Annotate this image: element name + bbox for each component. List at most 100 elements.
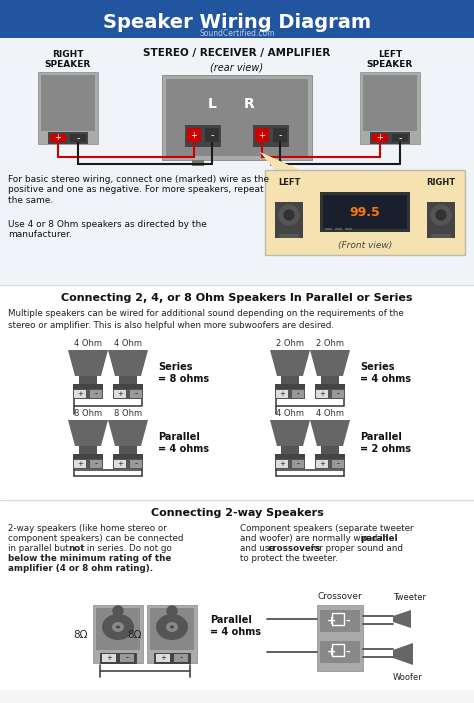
Bar — [281, 376, 299, 384]
Bar — [276, 460, 288, 468]
Text: -: - — [76, 133, 80, 143]
Text: 4 Ohm: 4 Ohm — [276, 409, 304, 418]
Bar — [332, 460, 344, 468]
Text: R: R — [244, 97, 255, 111]
Text: -: - — [398, 133, 402, 143]
Bar — [316, 390, 328, 398]
Ellipse shape — [166, 622, 178, 632]
Text: Connecting 2-way Speakers: Connecting 2-way Speakers — [151, 508, 323, 518]
Bar — [392, 134, 408, 142]
Bar — [90, 390, 102, 398]
Bar — [205, 128, 219, 142]
Bar — [73, 384, 103, 389]
Text: Series
= 8 ohms: Series = 8 ohms — [158, 362, 209, 384]
Circle shape — [284, 210, 294, 220]
Text: 8Ω: 8Ω — [128, 630, 142, 640]
Text: +: + — [328, 616, 337, 626]
Bar — [166, 79, 308, 156]
Bar — [93, 605, 143, 663]
Polygon shape — [393, 610, 411, 628]
Bar — [335, 228, 342, 230]
Bar — [156, 654, 170, 662]
Text: +: + — [55, 134, 62, 143]
Bar — [70, 134, 86, 142]
Text: -: - — [337, 389, 339, 399]
Text: 4 Ohm: 4 Ohm — [74, 339, 102, 348]
Bar — [273, 128, 287, 142]
Bar — [113, 459, 143, 469]
Polygon shape — [108, 420, 148, 446]
Text: 4 Ohm: 4 Ohm — [114, 339, 142, 348]
Bar — [96, 608, 140, 650]
Bar — [79, 376, 97, 384]
Text: -: - — [94, 389, 98, 399]
Text: 8 Ohm: 8 Ohm — [74, 409, 102, 418]
Polygon shape — [108, 350, 148, 376]
Bar — [316, 460, 328, 468]
Bar — [38, 72, 98, 144]
Text: Multiple speakers can be wired for additional sound depending on the requirement: Multiple speakers can be wired for addit… — [8, 309, 404, 318]
Text: below the minimum rating of the: below the minimum rating of the — [8, 554, 171, 563]
Bar — [73, 459, 103, 469]
Text: Parallel
= 4 ohms: Parallel = 4 ohms — [210, 615, 261, 637]
Text: +: + — [319, 391, 325, 397]
Bar — [431, 234, 451, 238]
Text: RIGHT: RIGHT — [427, 178, 456, 187]
Text: amplifier (4 or 8 ohm rating).: amplifier (4 or 8 ohm rating). — [8, 564, 153, 573]
Bar — [147, 605, 197, 663]
Bar — [315, 459, 345, 469]
Text: -: - — [297, 460, 300, 468]
Bar — [315, 384, 345, 389]
Text: in parallel but: in parallel but — [8, 544, 72, 553]
Text: Crossover: Crossover — [318, 592, 363, 601]
Text: SoundCertified.com: SoundCertified.com — [199, 30, 275, 39]
Bar — [130, 390, 142, 398]
Text: in series. Do not go: in series. Do not go — [84, 544, 172, 553]
Bar — [323, 195, 407, 229]
Text: LEFT: LEFT — [278, 178, 300, 187]
Text: +: + — [117, 461, 123, 467]
Text: stereo or amplifier. This is also helpful when more subwoofers are desired.: stereo or amplifier. This is also helpfu… — [8, 321, 334, 330]
Bar — [292, 390, 304, 398]
Text: and use: and use — [240, 544, 277, 553]
Polygon shape — [393, 643, 413, 665]
Ellipse shape — [112, 622, 124, 632]
Bar — [320, 610, 360, 632]
Bar — [73, 389, 103, 399]
Text: parallel: parallel — [360, 534, 398, 543]
Ellipse shape — [116, 626, 120, 628]
Text: 4 Ohm: 4 Ohm — [316, 409, 344, 418]
Text: 8 Ohm: 8 Ohm — [114, 409, 142, 418]
Text: Parallel
= 2 ohms: Parallel = 2 ohms — [360, 432, 411, 453]
Bar — [130, 460, 142, 468]
Bar — [270, 160, 282, 166]
Polygon shape — [310, 350, 350, 376]
Text: For basic stereo wiring, connect one (marked) wire as the
positive and one as ne: For basic stereo wiring, connect one (ma… — [8, 175, 269, 205]
Text: +: + — [376, 134, 383, 143]
Bar — [317, 605, 363, 671]
Bar — [113, 389, 143, 399]
Text: Component speakers (separate tweeter: Component speakers (separate tweeter — [240, 524, 414, 533]
Text: +: + — [77, 391, 83, 397]
Bar — [162, 75, 312, 160]
Bar — [255, 128, 269, 142]
Bar — [275, 459, 305, 469]
Bar — [372, 134, 388, 142]
Bar — [185, 125, 221, 147]
Bar — [119, 446, 137, 454]
Text: 2 Ohm: 2 Ohm — [276, 339, 304, 348]
Text: +: + — [279, 461, 285, 467]
Bar — [74, 460, 86, 468]
Circle shape — [167, 606, 177, 616]
Text: Use 4 or 8 Ohm speakers as directed by the
manufacturer.: Use 4 or 8 Ohm speakers as directed by t… — [8, 220, 207, 240]
Bar — [253, 125, 289, 147]
Text: Parallel
= 4 ohms: Parallel = 4 ohms — [158, 432, 209, 453]
Text: -: - — [346, 616, 350, 626]
Text: -: - — [135, 460, 137, 468]
Bar — [74, 390, 86, 398]
Text: -: - — [337, 460, 339, 468]
Text: component speakers) can be connected: component speakers) can be connected — [8, 534, 183, 543]
Bar — [315, 389, 345, 399]
Text: +: + — [191, 131, 198, 139]
Bar — [370, 132, 410, 144]
